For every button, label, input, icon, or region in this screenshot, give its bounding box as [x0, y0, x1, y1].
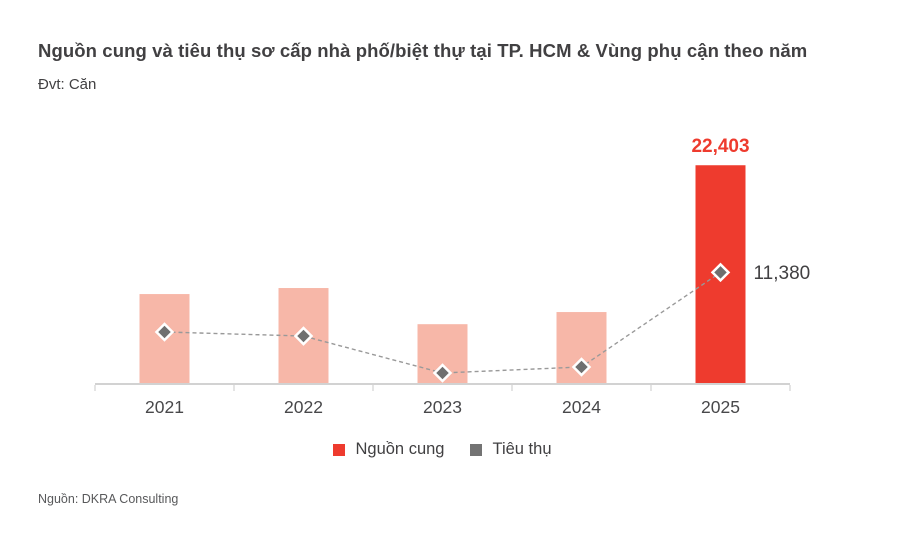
- tieu-thu-marker-2025: [710, 262, 731, 283]
- x-label-2022: 2022: [284, 397, 323, 417]
- x-label-2025: 2025: [701, 397, 740, 417]
- x-label-2024: 2024: [562, 397, 601, 417]
- legend: Nguồn cung Tiêu thụ: [95, 440, 790, 459]
- legend-label-tieu-thu: Tiêu thụ: [492, 440, 552, 458]
- legend-swatch-nguon-cung-icon: [333, 443, 346, 456]
- x-label-2023: 2023: [423, 397, 462, 417]
- legend-item-tieu-thu: Tiêu thụ: [470, 440, 552, 459]
- tieu-thu-marker-2023: [432, 363, 453, 383]
- legend-swatch-tieu-thu-icon: [470, 443, 483, 456]
- tieu-thu-marker-2021: [154, 322, 175, 342]
- value-label-nguon-cung-2025: 22,403: [691, 136, 749, 157]
- chart-title: Nguồn cung và tiêu thụ sơ cấp nhà phố/bi…: [38, 40, 808, 61]
- x-label-2021: 2021: [145, 397, 184, 417]
- value-label-tieu-thu-2025: 11,380: [754, 263, 811, 284]
- source-note: Nguồn: DKRA Consulting: [38, 492, 179, 506]
- tieu-thu-marker-2024: [571, 357, 592, 377]
- legend-label-nguon-cung: Nguồn cung: [355, 440, 445, 458]
- unit-label: Đvt: Căn: [38, 76, 97, 93]
- legend-item-nguon-cung: Nguồn cung: [333, 440, 444, 459]
- tieu-thu-marker-2022: [293, 326, 314, 346]
